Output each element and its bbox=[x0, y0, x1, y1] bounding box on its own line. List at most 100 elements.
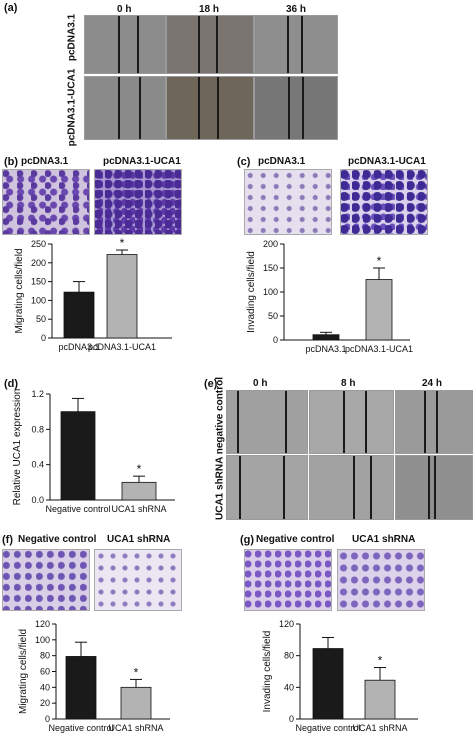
panel-a-wound-image-r2-36h bbox=[254, 76, 338, 140]
panel-e-side-label: UCA1 shRNA negative control bbox=[214, 377, 226, 520]
chart-g-category-label: Negative control bbox=[295, 723, 360, 733]
panel-c-label: (c) bbox=[237, 156, 251, 168]
panel-b-image-label-2: pcDNA3.1-UCA1 bbox=[103, 156, 181, 167]
chart-f-ytick-label: 20 bbox=[40, 698, 50, 708]
panel-b-chart: 0 50 100 150 200 250 Migrating cells/field pcDN… bbox=[14, 236, 172, 352]
panel-b-stain-image-2 bbox=[94, 169, 182, 235]
panel-c-image-label-2: pcDNA3.1-UCA1 bbox=[348, 156, 426, 167]
panel-c-image-label-1: pcDNA3.1 bbox=[258, 156, 306, 167]
chart-b-ytick-label: 250 bbox=[31, 239, 46, 249]
chart-c-ytick-label: 0 bbox=[273, 335, 278, 345]
chart-b-ytick-label: 150 bbox=[31, 277, 46, 287]
panel-d-chart: 0.0 0.4 0.8 1.2 Relative UCA1 expression Nega… bbox=[12, 389, 175, 514]
chart-d-category-label: Negative control bbox=[45, 504, 110, 514]
panel-e-wound-image-r2-0h bbox=[226, 455, 308, 520]
chart-b-category-label: pcDNA3.1-UCA1 bbox=[88, 342, 156, 352]
panel-b-image-label-1: pcDNA3.1 bbox=[21, 156, 69, 167]
chart-b-ytick-label: 100 bbox=[31, 295, 46, 305]
chart-f-ytick-label: 60 bbox=[40, 667, 50, 677]
chart-f-category-label: UCA1 shRNA bbox=[108, 723, 163, 733]
chart-g-ytick-label: 80 bbox=[284, 651, 294, 661]
chart-d-bar bbox=[121, 481, 157, 501]
chart-d-significance-mark: * bbox=[137, 462, 142, 476]
chart-f-ytick-label: 80 bbox=[40, 651, 50, 661]
panel-g-image-label-1: Negative control bbox=[256, 534, 335, 545]
chart-c-bar bbox=[312, 334, 340, 341]
chart-d-ytick-label: 1.2 bbox=[31, 389, 44, 399]
panel-e-time-0h: 0 h bbox=[253, 378, 268, 389]
panel-g-stain-image-2 bbox=[337, 549, 425, 611]
chart-f-bar bbox=[120, 686, 152, 720]
chart-c-ytick-label: 150 bbox=[263, 263, 278, 273]
panel-a-wound-image-r1-0h bbox=[84, 15, 166, 74]
panel-e-wound-image-r1-24h bbox=[395, 390, 473, 454]
panel-a-time-36h: 36 h bbox=[286, 4, 307, 15]
panel-b-stain-image-1 bbox=[2, 169, 90, 235]
chart-f-category-label: Negative control bbox=[48, 723, 113, 733]
panel-a-label: (a) bbox=[4, 2, 18, 14]
panel-a-wound-image-r1-36h bbox=[254, 15, 338, 74]
chart-b-bar bbox=[63, 291, 95, 339]
panel-g-image-label-2: UCA1 shRNA bbox=[352, 534, 416, 545]
panel-a-time-18h: 18 h bbox=[199, 4, 220, 15]
panel-e-wound-image-r2-24h bbox=[395, 455, 473, 520]
chart-b-ytick-label: 50 bbox=[36, 314, 46, 324]
panel-a-wound-image-r2-0h bbox=[84, 76, 166, 140]
panel-c-stain-image-1 bbox=[244, 169, 332, 235]
chart-g-y-axis-label: Invading cells/field bbox=[262, 631, 273, 713]
chart-b-bar bbox=[106, 254, 138, 339]
panel-f-image-label-2: UCA1 shRNA bbox=[107, 534, 171, 545]
chart-g-significance-mark: * bbox=[378, 654, 383, 668]
panel-e-time-24h: 24 h bbox=[422, 378, 443, 389]
chart-d-ytick-label: 0.0 bbox=[31, 495, 44, 505]
panel-f-image-label-1: Negative control bbox=[18, 534, 97, 545]
chart-f-ytick-label: 100 bbox=[35, 635, 50, 645]
chart-c-y-axis-label: Invading cells/field bbox=[246, 251, 257, 333]
panel-g-label: (g) bbox=[240, 534, 255, 546]
chart-g-bar bbox=[312, 648, 344, 720]
panel-a-wound-image-r1-18h bbox=[166, 15, 254, 74]
chart-f-significance-mark: * bbox=[134, 665, 139, 679]
panel-e-wound-image-r2-8h bbox=[309, 455, 394, 520]
chart-c-significance-mark: * bbox=[377, 254, 382, 268]
chart-d-category-label: UCA1 shRNA bbox=[111, 504, 166, 514]
chart-b-category-label: pcDNA3.1 bbox=[58, 342, 99, 352]
chart-f-ytick-label: 120 bbox=[35, 619, 50, 629]
panel-g-chart: 0 40 80 120 Invading cells/field Negative con… bbox=[262, 619, 418, 733]
panel-e-time-8h: 8 h bbox=[341, 378, 356, 389]
chart-d-y-axis-label: Relative UCA1 expression bbox=[12, 389, 23, 506]
panel-a-time-0h: 0 h bbox=[117, 4, 132, 15]
chart-f-y-axis-label: Migrating cells/field bbox=[18, 629, 29, 714]
chart-b-significance-mark: * bbox=[120, 236, 125, 250]
chart-b-ytick-label: 200 bbox=[31, 258, 46, 268]
chart-g-ytick-label: 40 bbox=[284, 682, 294, 692]
chart-b-ytick-label: 0 bbox=[41, 333, 46, 343]
chart-c-ytick-label: 100 bbox=[263, 287, 278, 297]
chart-g-ytick-label: 120 bbox=[279, 619, 294, 629]
panel-a-row-label-uca1: pcDNA3.1-UCA1 bbox=[66, 68, 78, 147]
panel-e-wound-image-r1-8h bbox=[309, 390, 394, 454]
panel-f-chart: 0 20 40 60 80 100 120 Migrating cells/field Nega… bbox=[18, 619, 170, 733]
panel-f-stain-image-1 bbox=[2, 549, 90, 611]
chart-f-ytick-label: 40 bbox=[40, 682, 50, 692]
chart-c-category-label: pcDNA3.1 bbox=[305, 344, 346, 354]
chart-g-category-label: UCA1 shRNA bbox=[352, 723, 407, 733]
panel-c-stain-image-2 bbox=[340, 169, 428, 235]
panel-e-wound-image-r1-0h bbox=[226, 390, 308, 454]
chart-f-bar bbox=[65, 656, 97, 720]
panel-f-stain-image-2 bbox=[94, 549, 182, 611]
panel-b-label: (b) bbox=[4, 156, 19, 168]
chart-c-ytick-label: 50 bbox=[268, 311, 278, 321]
panel-c-chart: 0 50 100 150 200 Invading cells/field pcDNA3.1… bbox=[246, 239, 413, 354]
chart-g-ytick-label: 0 bbox=[289, 714, 294, 724]
chart-d-ytick-label: 0.8 bbox=[31, 424, 44, 434]
chart-c-category-label: pcDNA3.1-UCA1 bbox=[345, 344, 413, 354]
chart-d-bar bbox=[60, 411, 96, 501]
chart-g-bar bbox=[364, 679, 396, 720]
panel-f-label: (f) bbox=[2, 534, 13, 546]
panel-e-label: (e) bbox=[204, 378, 218, 390]
chart-c-bar bbox=[365, 279, 393, 341]
panel-d-label: (d) bbox=[4, 378, 19, 390]
chart-b-y-axis-label: Migrating cells/field bbox=[14, 248, 25, 333]
panel-a-row-label-pcdna: pcDNA3.1 bbox=[66, 13, 78, 62]
